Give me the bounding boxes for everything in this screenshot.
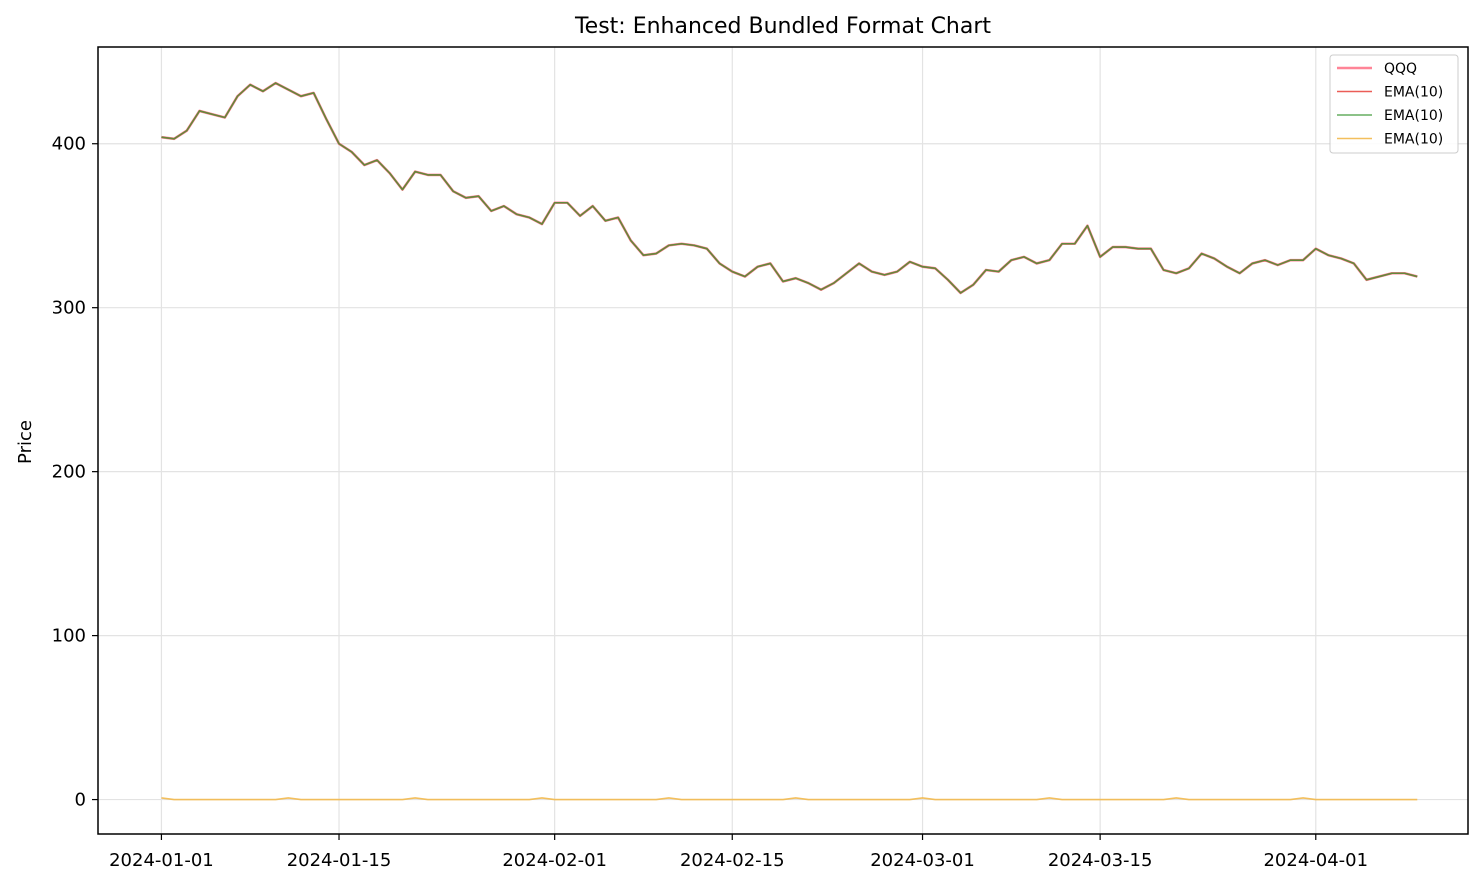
series-lines <box>161 81 1418 801</box>
grid-lines <box>98 47 1468 834</box>
x-tick-label: 2024-03-01 <box>870 850 975 871</box>
x-tick-label: 2024-04-01 <box>1263 850 1368 871</box>
legend-box <box>1329 54 1459 154</box>
x-tick-label: 2024-03-15 <box>1048 850 1153 871</box>
y-tick-label: 300 <box>52 298 86 319</box>
y-tick-label: 200 <box>52 462 86 483</box>
x-tick-label: 2024-01-01 <box>109 850 214 871</box>
series-line-3 <box>161 82 1418 294</box>
y-tick-label: 400 <box>52 134 86 155</box>
chart-title: Test: Enhanced Bundled Format Chart <box>574 14 991 39</box>
y-axis-label: Price <box>15 420 36 464</box>
legend-label-4: EMA(10) <box>1384 132 1443 148</box>
x-tick-label: 2024-02-01 <box>502 850 607 871</box>
y-tick-label: 100 <box>52 626 86 647</box>
x-tick-label: 2024-01-15 <box>287 850 392 871</box>
series-line-4 <box>161 797 1418 801</box>
legend-label-2: EMA(10) <box>1384 85 1443 101</box>
legend-label-3: EMA(10) <box>1384 108 1443 124</box>
plot-area-frame <box>97 46 1469 835</box>
series-line-1 <box>161 81 1418 295</box>
y-tick-label: 0 <box>75 790 86 811</box>
series-line-2 <box>161 82 1418 294</box>
legend-label-1: QQQ <box>1384 61 1417 77</box>
x-tick-label: 2024-02-15 <box>680 850 785 871</box>
legend: QQQ EMA(10) EMA(10) EMA(10) <box>1329 54 1459 154</box>
axis-ticks: 2024-01-01 2024-01-15 2024-02-01 2024-02-15… <box>52 134 1368 871</box>
